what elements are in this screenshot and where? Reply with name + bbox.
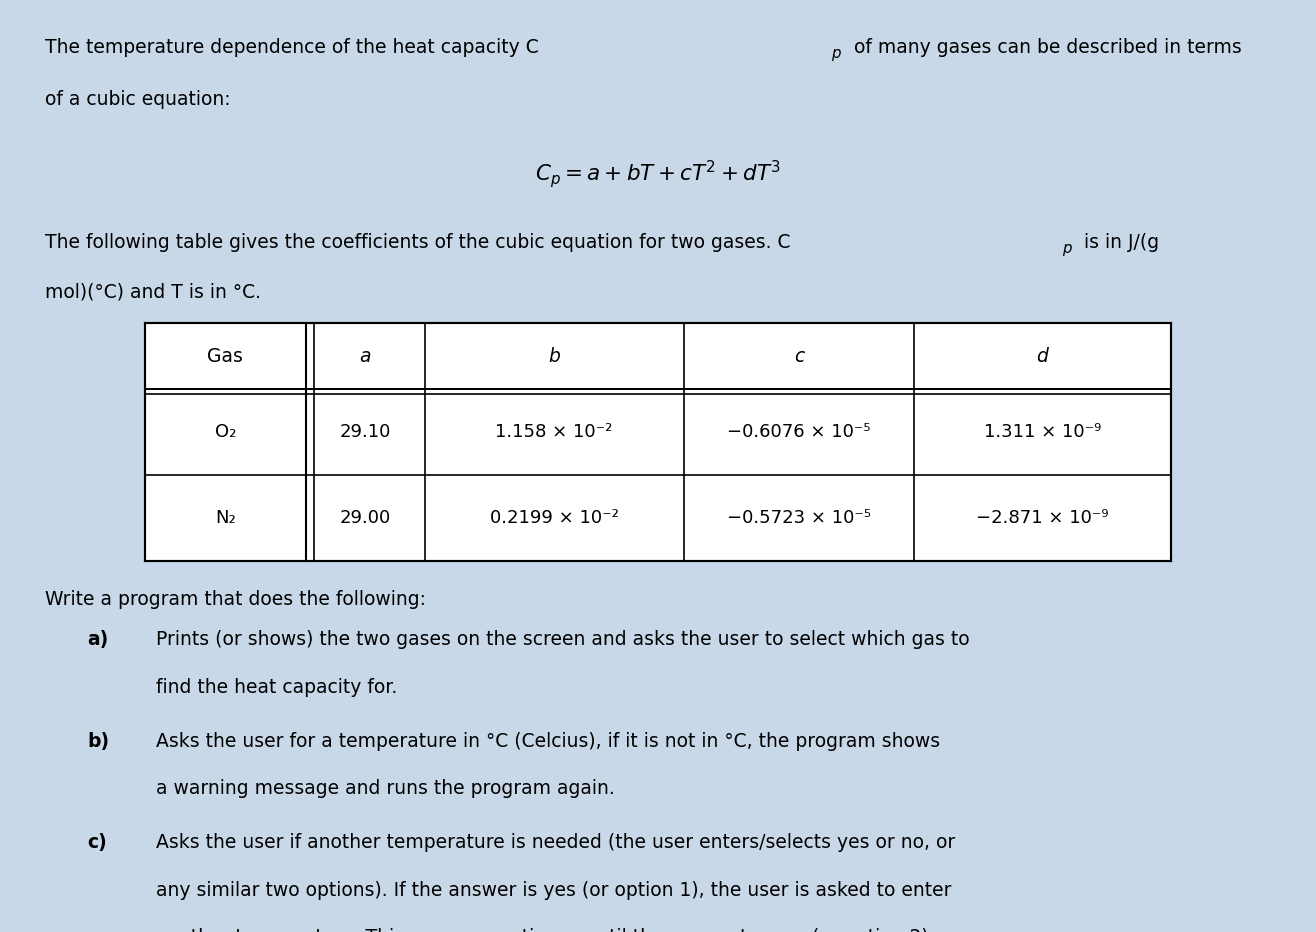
Text: −0.5723 × 10⁻⁵: −0.5723 × 10⁻⁵: [726, 509, 871, 528]
Text: −0.6076 × 10⁻⁵: −0.6076 × 10⁻⁵: [728, 423, 871, 441]
Text: b): b): [88, 732, 109, 751]
Text: d: d: [1037, 347, 1049, 365]
Text: a: a: [359, 347, 371, 365]
Text: $\mathit{C_p} = a + bT + cT^2 + dT^3$: $\mathit{C_p} = a + bT + cT^2 + dT^3$: [536, 158, 780, 190]
Text: Gas: Gas: [208, 347, 243, 365]
Text: Prints (or shows) the two gases on the screen and asks the user to select which : Prints (or shows) the two gases on the s…: [155, 630, 969, 650]
Text: 29.00: 29.00: [340, 509, 391, 528]
Text: b: b: [549, 347, 561, 365]
Text: find the heat capacity for.: find the heat capacity for.: [155, 678, 397, 697]
Text: of a cubic equation:: of a cubic equation:: [45, 90, 230, 109]
Text: N₂: N₂: [215, 509, 236, 528]
Text: Asks the user for a temperature in °C (Celcius), if it is not in °C, the program: Asks the user for a temperature in °C (C…: [155, 732, 940, 751]
Text: −2.871 × 10⁻⁹: −2.871 × 10⁻⁹: [976, 509, 1109, 528]
Text: another temperature. This process continues until the user enters no (or option : another temperature. This process contin…: [155, 928, 934, 932]
Bar: [145, 323, 1171, 561]
Text: O₂: O₂: [215, 423, 236, 441]
Text: of many gases can be described in terms: of many gases can be described in terms: [848, 37, 1241, 57]
Text: p: p: [830, 46, 841, 61]
Text: 29.10: 29.10: [340, 423, 391, 441]
Text: 1.158 × 10⁻²: 1.158 × 10⁻²: [496, 423, 613, 441]
Text: a warning message and runs the program again.: a warning message and runs the program a…: [155, 779, 615, 798]
Text: is in J/(g: is in J/(g: [1078, 233, 1159, 252]
Text: c: c: [794, 347, 804, 365]
Text: p: p: [1062, 240, 1071, 256]
Text: a): a): [88, 630, 109, 650]
Text: Write a program that does the following:: Write a program that does the following:: [45, 590, 426, 610]
Text: 1.311 × 10⁻⁹: 1.311 × 10⁻⁹: [984, 423, 1101, 441]
Text: c): c): [88, 833, 108, 853]
Text: The following table gives the coefficients of the cubic equation for two gases. : The following table gives the coefficien…: [45, 233, 791, 252]
Text: The temperature dependence of the heat capacity C: The temperature dependence of the heat c…: [45, 37, 540, 57]
Text: any similar two options). If the answer is yes (or option 1), the user is asked : any similar two options). If the answer …: [155, 881, 951, 899]
Text: Asks the user if another temperature is needed (the user enters/selects yes or n: Asks the user if another temperature is …: [155, 833, 955, 853]
Text: mol)(°C) and T is in °C.: mol)(°C) and T is in °C.: [45, 282, 262, 302]
Text: 0.2199 × 10⁻²: 0.2199 × 10⁻²: [490, 509, 619, 528]
